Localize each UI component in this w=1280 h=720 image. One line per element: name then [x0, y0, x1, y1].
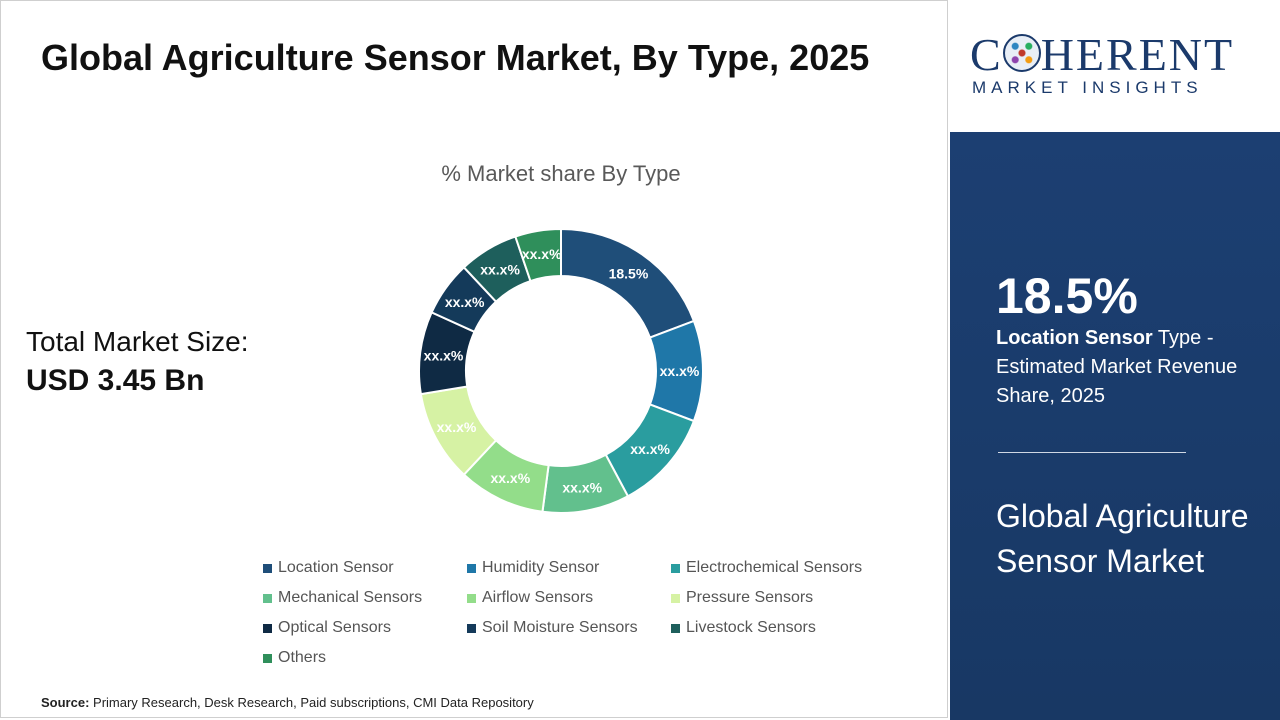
slice-label: xx.x% — [522, 246, 562, 262]
divider — [998, 452, 1186, 453]
slice-label: xx.x% — [490, 470, 530, 486]
slice-label: xx.x% — [660, 363, 700, 379]
legend-item: Pressure Sensors — [671, 587, 891, 609]
legend-label: Humidity Sensor — [482, 559, 600, 576]
page-title: Global Agriculture Sensor Market, By Typ… — [41, 37, 870, 78]
legend-label: Pressure Sensors — [686, 589, 814, 606]
legend-label: Optical Sensors — [278, 619, 391, 636]
legend-swatch — [671, 563, 680, 573]
legend-item: Electrochemical Sensors — [671, 557, 891, 579]
legend-label: Others — [278, 649, 327, 666]
legend-swatch — [263, 563, 272, 573]
legend-item: Optical Sensors — [263, 617, 467, 639]
legend-label: Soil Moisture Sensors — [482, 619, 638, 636]
source-text: Primary Research, Desk Research, Paid su… — [93, 695, 534, 710]
logo-globe-icon — [1002, 34, 1041, 72]
highlight-percentage: 18.5% — [996, 268, 1138, 324]
source-label: Source: — [41, 695, 90, 710]
legend-swatch — [263, 593, 272, 603]
legend-item: Humidity Sensor — [467, 557, 671, 579]
legend-swatch — [671, 593, 680, 603]
slice-label: xx.x% — [562, 480, 602, 496]
legend-item: Mechanical Sensors — [263, 587, 467, 609]
slice-label: xx.x% — [437, 419, 477, 435]
slice-others — [514, 227, 562, 283]
company-logo: C HERENT MARKET INSIGHTS — [950, 0, 1280, 132]
legend-label: Airflow Sensors — [482, 589, 594, 606]
legend-item: Livestock Sensors — [671, 617, 891, 639]
highlight-description: Location Sensor Type - Estimated Market … — [996, 324, 1246, 411]
legend-item: Others — [263, 647, 467, 669]
highlight-panel: 18.5% Location Sensor Type - Estimated M… — [950, 132, 1280, 720]
legend-label: Livestock Sensors — [686, 619, 816, 636]
slice-label: xx.x% — [630, 441, 670, 457]
slice-label: xx.x% — [424, 348, 464, 364]
legend-swatch — [263, 653, 272, 663]
logo-wordmark: C HERENT — [970, 28, 1234, 81]
logo-tagline: MARKET INSIGHTS — [972, 78, 1203, 97]
legend-swatch — [467, 593, 476, 603]
chart-title: % Market share By Type — [441, 161, 681, 186]
highlight-text: Type - Estimated Market Revenue Share, 2… — [996, 327, 1238, 407]
legend-swatch — [263, 623, 272, 633]
highlight-segment: Location Sensor — [996, 327, 1153, 349]
legend-label: Electrochemical Sensors — [686, 559, 863, 576]
slice-label: xx.x% — [445, 294, 485, 310]
legend-item: Location Sensor — [263, 557, 467, 579]
market-name: Global Agriculture Sensor Market — [996, 498, 1249, 579]
right-panel: C HERENT MARKET INSIGHTS 18.5% Location S… — [950, 0, 1280, 720]
logo-letter-c: C — [970, 29, 1003, 80]
donut-chart: 18.5%xx.x%xx.x%xx.x%xx.x%xx.x%xx.x%xx.x%… — [418, 227, 704, 514]
total-market-value: USD 3.45 Bn — [26, 364, 205, 397]
logo-letters-herent: HERENT — [1040, 29, 1235, 80]
chart-frame: Global Agriculture Sensor Market, By Typ… — [0, 0, 948, 718]
legend-item: Airflow Sensors — [467, 587, 671, 609]
legend-swatch — [467, 623, 476, 633]
total-market-label: Total Market Size: — [26, 326, 249, 357]
legend-swatch — [671, 623, 680, 633]
slice-label: 18.5% — [609, 266, 649, 282]
chart-legend: Location Sensor Humidity Sensor Electroche… — [263, 557, 903, 669]
source-note: Source: Primary Research, Desk Research,… — [41, 695, 534, 710]
slice-location-sensor — [560, 227, 696, 339]
legend-swatch — [467, 563, 476, 573]
legend-label: Mechanical Sensors — [278, 589, 423, 606]
legend-item: Soil Moisture Sensors — [467, 617, 671, 639]
slice-label: xx.x% — [480, 261, 520, 277]
legend-label: Location Sensor — [278, 559, 394, 576]
